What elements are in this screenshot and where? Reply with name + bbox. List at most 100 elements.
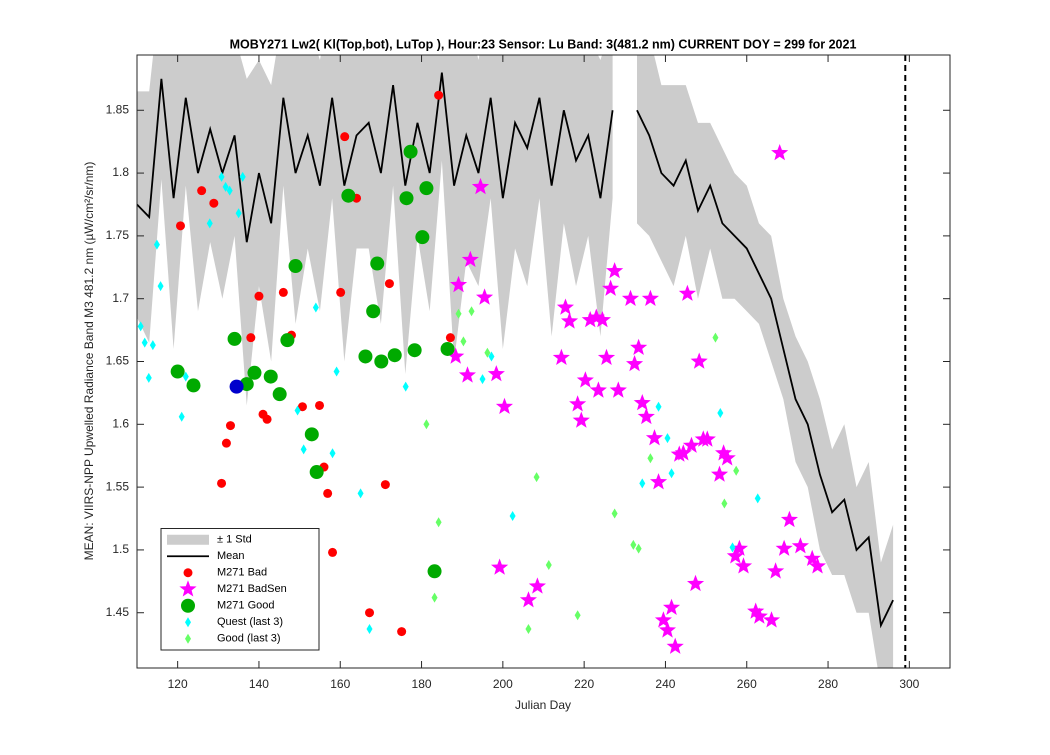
point	[263, 369, 278, 384]
point	[715, 444, 733, 461]
point	[729, 542, 736, 553]
point	[288, 259, 303, 274]
point	[803, 549, 821, 566]
point	[440, 341, 455, 356]
point	[730, 539, 748, 556]
point	[323, 488, 333, 498]
point	[597, 348, 616, 365]
point	[645, 429, 663, 446]
point	[315, 400, 325, 410]
point	[734, 557, 753, 574]
y-tick-label: 1.7	[112, 291, 129, 305]
point	[329, 448, 336, 459]
legend-label: Quest (last 3)	[217, 616, 283, 628]
point	[309, 465, 324, 480]
point	[635, 543, 642, 554]
point	[767, 562, 785, 579]
std-band	[636, 55, 894, 668]
point	[545, 559, 552, 570]
point	[399, 191, 414, 206]
mean-line	[137, 72, 614, 243]
point	[637, 407, 655, 425]
mean-line	[636, 109, 894, 629]
point	[366, 304, 381, 319]
legend-label: Good (last 3)	[217, 633, 281, 645]
point	[427, 564, 442, 579]
point	[246, 333, 256, 343]
point	[175, 221, 185, 231]
x-tick-label: 120	[168, 677, 188, 691]
point	[435, 517, 442, 528]
plot-area	[137, 55, 894, 668]
legend-label: M271 Good	[217, 600, 274, 612]
point	[484, 347, 491, 358]
point	[370, 256, 385, 271]
point	[304, 427, 319, 442]
point	[668, 468, 675, 479]
point	[218, 171, 225, 182]
point	[141, 337, 148, 348]
point	[280, 333, 295, 348]
point	[380, 480, 390, 490]
point	[611, 508, 618, 519]
point	[447, 347, 465, 364]
point	[333, 366, 340, 377]
point	[495, 397, 513, 414]
point	[145, 372, 152, 383]
point	[179, 580, 197, 597]
point	[674, 444, 692, 461]
point	[209, 198, 219, 208]
x-axis-label: Julian Day	[515, 698, 571, 712]
y-tick-label: 1.55	[106, 479, 130, 493]
point	[682, 436, 700, 453]
point	[384, 279, 394, 289]
y-tick-label: 1.65	[106, 354, 130, 368]
point	[185, 633, 191, 644]
point	[137, 321, 144, 332]
point	[197, 186, 207, 196]
point	[639, 478, 646, 489]
legend-label: ± 1 Std	[217, 534, 252, 546]
legend-label: Mean	[217, 550, 245, 562]
point	[479, 374, 486, 385]
point	[186, 378, 201, 393]
point	[589, 381, 607, 398]
point	[754, 493, 761, 504]
point	[374, 354, 389, 369]
point	[654, 611, 672, 628]
point	[626, 355, 644, 372]
point	[525, 624, 532, 635]
point	[226, 185, 233, 196]
point	[402, 381, 409, 392]
point	[341, 188, 356, 203]
point	[461, 250, 479, 267]
chart-title: MOBY271 Lw2( Kl(Top,bot), LuTop ), Hour:…	[230, 37, 857, 51]
point	[272, 387, 287, 402]
point	[733, 465, 740, 476]
point	[650, 473, 668, 490]
point	[750, 607, 768, 624]
point	[366, 624, 373, 635]
point	[336, 287, 346, 297]
point	[312, 302, 319, 313]
point	[407, 343, 422, 358]
x-tick-label: 180	[412, 677, 432, 691]
point	[227, 331, 242, 346]
point	[687, 574, 705, 592]
point	[170, 364, 185, 379]
point	[711, 465, 729, 482]
point	[641, 289, 659, 306]
point	[358, 349, 373, 364]
legend-label: M271 BadSen	[217, 583, 287, 595]
x-tick-label: 200	[493, 677, 513, 691]
x-tick-label: 160	[330, 677, 350, 691]
legend-label: M271 Bad	[217, 567, 267, 579]
point	[182, 371, 189, 382]
point	[357, 488, 364, 499]
point	[239, 171, 246, 182]
point	[630, 539, 637, 550]
point	[294, 405, 301, 416]
x-tick-label: 260	[737, 677, 757, 691]
point	[775, 539, 793, 556]
point	[153, 239, 160, 250]
